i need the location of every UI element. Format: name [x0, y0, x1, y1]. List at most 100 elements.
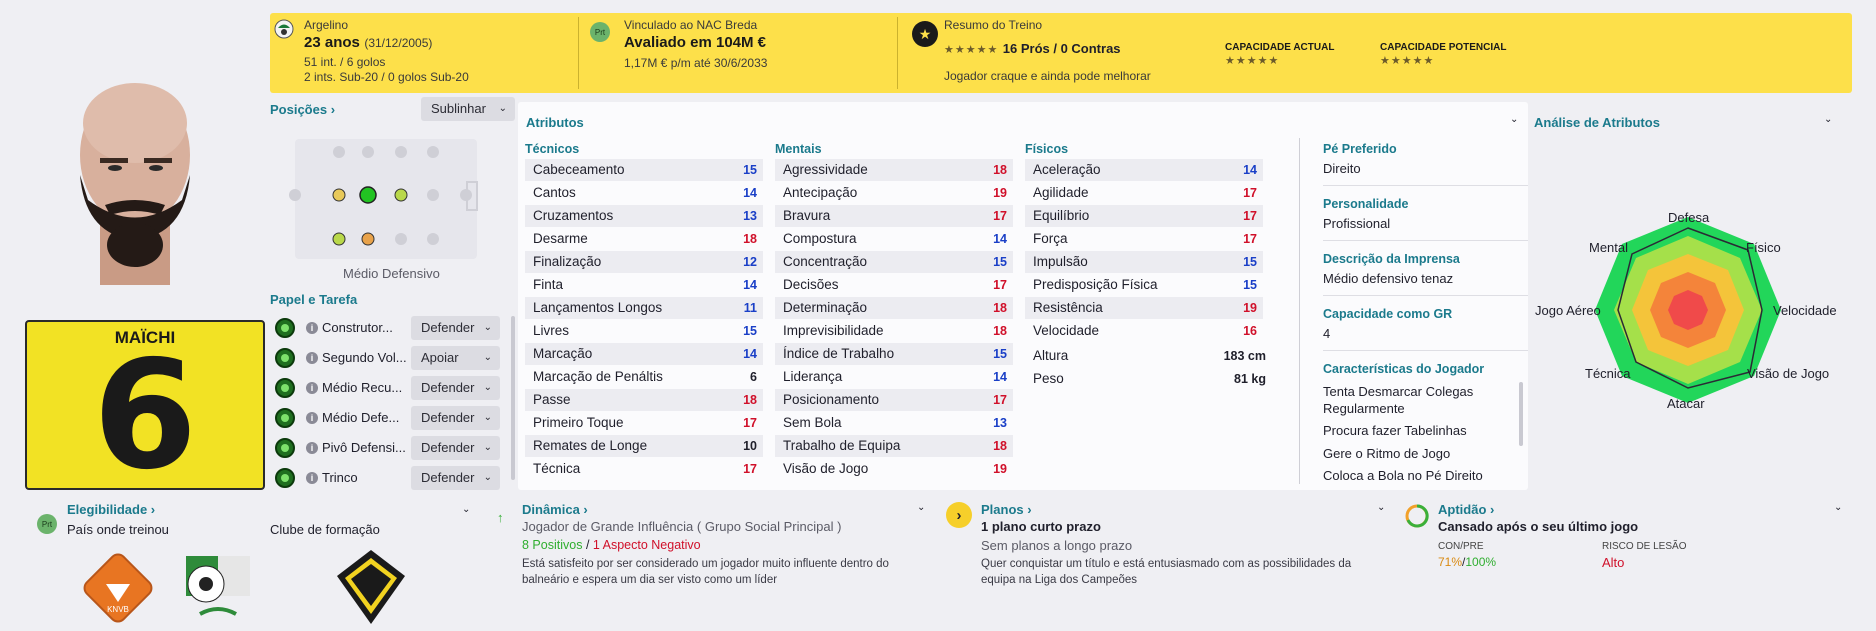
attribute-row[interactable]: Livres 15	[525, 320, 763, 342]
attribute-row[interactable]: Visão de Jogo 19	[775, 458, 1013, 480]
role-name[interactable]: Construtor...	[322, 320, 393, 335]
attribute-row[interactable]: Agilidade 17	[1025, 182, 1263, 204]
dynamics-link[interactable]: Dinâmica ›	[522, 502, 588, 517]
chevron-down-icon[interactable]: ⌄	[917, 502, 926, 513]
attribute-row[interactable]: Impulsão 15	[1025, 251, 1263, 273]
attribute-row[interactable]: Determinação 18	[775, 297, 1013, 319]
attribute-name: Posicionamento	[783, 392, 880, 407]
header-personal: Argelino 23 anos (31/12/2005) 51 int. / …	[270, 13, 580, 93]
roles-scrollbar[interactable]	[511, 316, 515, 480]
duty-dropdown[interactable]: Defender ⌄	[411, 376, 500, 400]
duty-dropdown[interactable]: Apoiar ⌄	[411, 346, 500, 370]
attribute-row[interactable]: Passe 18	[525, 389, 763, 411]
fitness-link[interactable]: Aptidão ›	[1438, 502, 1495, 517]
role-name[interactable]: Trinco	[322, 470, 358, 485]
duty-label: Defender	[421, 320, 475, 335]
attribute-name: Trabalho de Equipa	[783, 438, 901, 453]
attribute-name: Marcação de Penáltis	[533, 369, 663, 384]
roles-title: Papel e Tarefa	[270, 292, 358, 307]
age-line: 23 anos (31/12/2005)	[304, 34, 432, 52]
attribute-row[interactable]: Posicionamento 17	[775, 389, 1013, 411]
info-icon[interactable]: i	[306, 442, 318, 454]
attribute-value: 17	[993, 209, 1007, 223]
chevron-down-icon: ⌄	[483, 412, 492, 423]
attribute-row[interactable]: Concentração 15	[775, 251, 1013, 273]
shirt-name: MAÏCHI	[114, 328, 176, 347]
attribute-value: 18	[993, 301, 1007, 315]
attribute-value: 13	[743, 209, 757, 223]
chevron-down-icon[interactable]: ⌄	[1834, 502, 1843, 513]
attribute-row[interactable]: Velocidade 16	[1025, 320, 1263, 342]
attribute-row[interactable]: Aceleração 14	[1025, 159, 1263, 181]
positions-link[interactable]: Posições ›	[270, 102, 336, 117]
attribute-row[interactable]: Técnica 17	[525, 458, 763, 480]
attribute-row[interactable]: Índice de Trabalho 15	[775, 343, 1013, 365]
attribute-row[interactable]: Sem Bola 13	[775, 412, 1013, 434]
plans-link[interactable]: Planos ›	[981, 502, 1032, 517]
chevron-down-icon[interactable]: ⌄	[1510, 114, 1519, 125]
header-training[interactable]: ★ Resumo do Treino ★★★★★ 16 Prós / 0 Con…	[904, 13, 1804, 93]
chevron-down-icon[interactable]: ⌄	[1377, 502, 1386, 513]
attribute-name: Sem Bola	[783, 415, 842, 430]
attribute-row[interactable]: Predisposição Física 15	[1025, 274, 1263, 296]
header-contract: Prt Vinculado ao NAC Breda Avaliado em 1…	[584, 13, 884, 93]
attribute-row[interactable]: Cabeceamento 15	[525, 159, 763, 181]
duty-dropdown[interactable]: Defender ⌄	[411, 466, 500, 490]
role-name[interactable]: Segundo Vol...	[322, 350, 407, 365]
attribute-row[interactable]: Compostura 14	[775, 228, 1013, 250]
attribute-value: 10	[743, 439, 757, 453]
info-icon[interactable]: i	[306, 472, 318, 484]
attribute-row[interactable]: Agressividade 18	[775, 159, 1013, 181]
analysis-title[interactable]: Análise de Atributos	[1534, 115, 1660, 130]
duty-dropdown[interactable]: Defender ⌄	[411, 436, 500, 460]
info-icon[interactable]: i	[306, 412, 318, 424]
info-icon[interactable]: i	[306, 352, 318, 364]
attribute-row[interactable]: Desarme 18	[525, 228, 763, 250]
attribute-row[interactable]: Remates de Longe 10	[525, 435, 763, 457]
role-name[interactable]: Médio Recu...	[322, 380, 403, 395]
traits-scrollbar[interactable]	[1519, 382, 1523, 446]
trait-item: Coloca a Bola no Pé Direito	[1323, 468, 1483, 483]
role-name[interactable]: Médio Defe...	[322, 410, 400, 425]
info-icon[interactable]: i	[306, 322, 318, 334]
eligibility-link[interactable]: Elegibilidade ›	[67, 502, 156, 517]
attribute-row[interactable]: Cruzamentos 13	[525, 205, 763, 227]
attribute-row[interactable]: Marcação 14	[525, 343, 763, 365]
attribute-row[interactable]: Antecipação 19	[775, 182, 1013, 204]
radar-label-vision: Visão de Jogo	[1747, 366, 1830, 381]
attribute-row[interactable]: Decisões 17	[775, 274, 1013, 296]
attribute-row[interactable]: Liderança 14	[775, 366, 1013, 388]
attribute-row[interactable]: Marcação de Penáltis 6	[525, 366, 763, 388]
attribute-value: 18	[993, 324, 1007, 338]
duty-dropdown[interactable]: Defender ⌄	[411, 316, 500, 340]
chevron-down-icon[interactable]: ⌄	[462, 504, 471, 515]
attributes-title[interactable]: Atributos	[526, 115, 584, 130]
role-suitability-icon	[275, 408, 295, 428]
radar-label-physical: Físico	[1746, 240, 1781, 255]
attribute-row[interactable]: Finalização 12	[525, 251, 763, 273]
attribute-row[interactable]: Equilíbrio 17	[1025, 205, 1263, 227]
attribute-row[interactable]: Bravura 17	[775, 205, 1013, 227]
role-suitability-icon	[275, 378, 295, 398]
date-of-birth: (31/12/2005)	[364, 36, 433, 50]
attribute-row[interactable]: Cantos 14	[525, 182, 763, 204]
attribute-row[interactable]: Força 17	[1025, 228, 1263, 250]
attribute-row[interactable]: Imprevisibilidade 18	[775, 320, 1013, 342]
info-icon[interactable]: i	[306, 382, 318, 394]
attribute-row[interactable]: Finta 14	[525, 274, 763, 296]
divider	[1323, 240, 1528, 241]
role-name[interactable]: Pivô Defensi...	[322, 440, 406, 455]
sharpness-value: 100%	[1465, 555, 1497, 569]
club-contract[interactable]: Vinculado ao NAC Breda	[624, 18, 758, 32]
duty-dropdown[interactable]: Defender ⌄	[411, 406, 500, 430]
attribute-row[interactable]: Trabalho de Equipa 18	[775, 435, 1013, 457]
chevron-down-icon[interactable]: ⌄	[1824, 114, 1833, 125]
chevron-down-icon: ⌄	[483, 382, 492, 393]
attribute-row[interactable]: Primeiro Toque 17	[525, 412, 763, 434]
highlight-dropdown[interactable]: Sublinhar ⌄	[421, 97, 515, 121]
attribute-row[interactable]: Lançamentos Longos 11	[525, 297, 763, 319]
attribute-row[interactable]: Resistência 19	[1025, 297, 1263, 319]
attribute-radar	[1534, 200, 1854, 420]
prt-badge-icon: Prt	[37, 514, 57, 534]
nation-flag-icon	[274, 19, 294, 39]
